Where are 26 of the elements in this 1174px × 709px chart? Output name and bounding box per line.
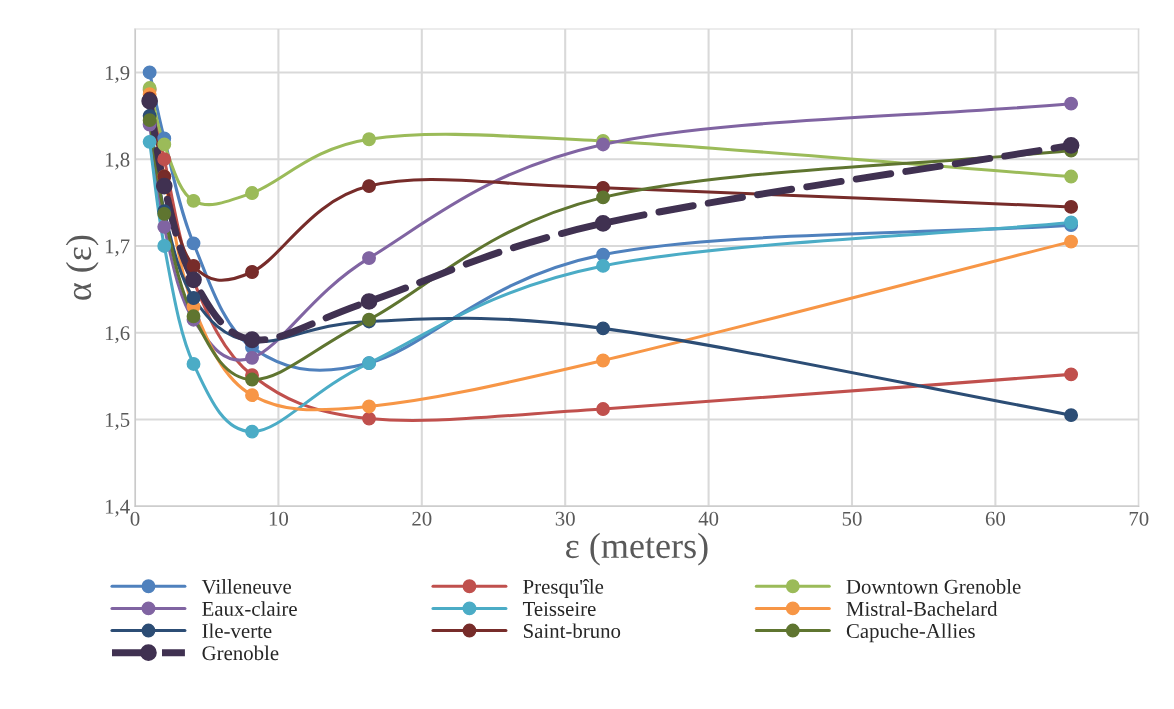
x-tick-label: 10 bbox=[269, 511, 289, 526]
legend-label: Downtown Grenoble bbox=[846, 579, 1021, 594]
legend-label: Mistral-Bachelard bbox=[846, 601, 998, 616]
legend-label: Ile-verte bbox=[202, 623, 272, 639]
x-tick-label: 0 bbox=[130, 511, 140, 526]
legend-label: Teisseire bbox=[522, 601, 596, 616]
x-axis-title: ε (meters) bbox=[566, 532, 708, 566]
y-tick-label: 1,9 bbox=[105, 65, 130, 83]
x-tick-label: 60 bbox=[985, 511, 1006, 526]
y-tick-label: 1,8 bbox=[105, 152, 130, 170]
y-tick-label: 1,5 bbox=[105, 412, 130, 430]
legend-label: Saint-bruno bbox=[523, 623, 621, 639]
x-tick-label: 40 bbox=[698, 511, 719, 526]
x-tick-label: 50 bbox=[842, 511, 862, 526]
legend-label: Eaux-claire bbox=[202, 601, 297, 616]
legend-label: Capuche-Allies bbox=[846, 623, 975, 643]
y-axis-title: α (ε) bbox=[65, 235, 99, 300]
legend-label: Grenoble bbox=[202, 645, 279, 661]
x-tick-label: 30 bbox=[555, 511, 575, 526]
y-tick-label: 1,4 bbox=[105, 499, 130, 517]
legend-label: Villeneuve bbox=[201, 579, 292, 594]
legend-label: Presqu'île bbox=[523, 579, 604, 598]
x-tick-label: 20 bbox=[412, 511, 432, 526]
x-tick-label: 70 bbox=[1129, 511, 1149, 526]
y-tick-label: 1,7 bbox=[105, 239, 130, 257]
y-tick-label: 1,6 bbox=[105, 326, 130, 344]
